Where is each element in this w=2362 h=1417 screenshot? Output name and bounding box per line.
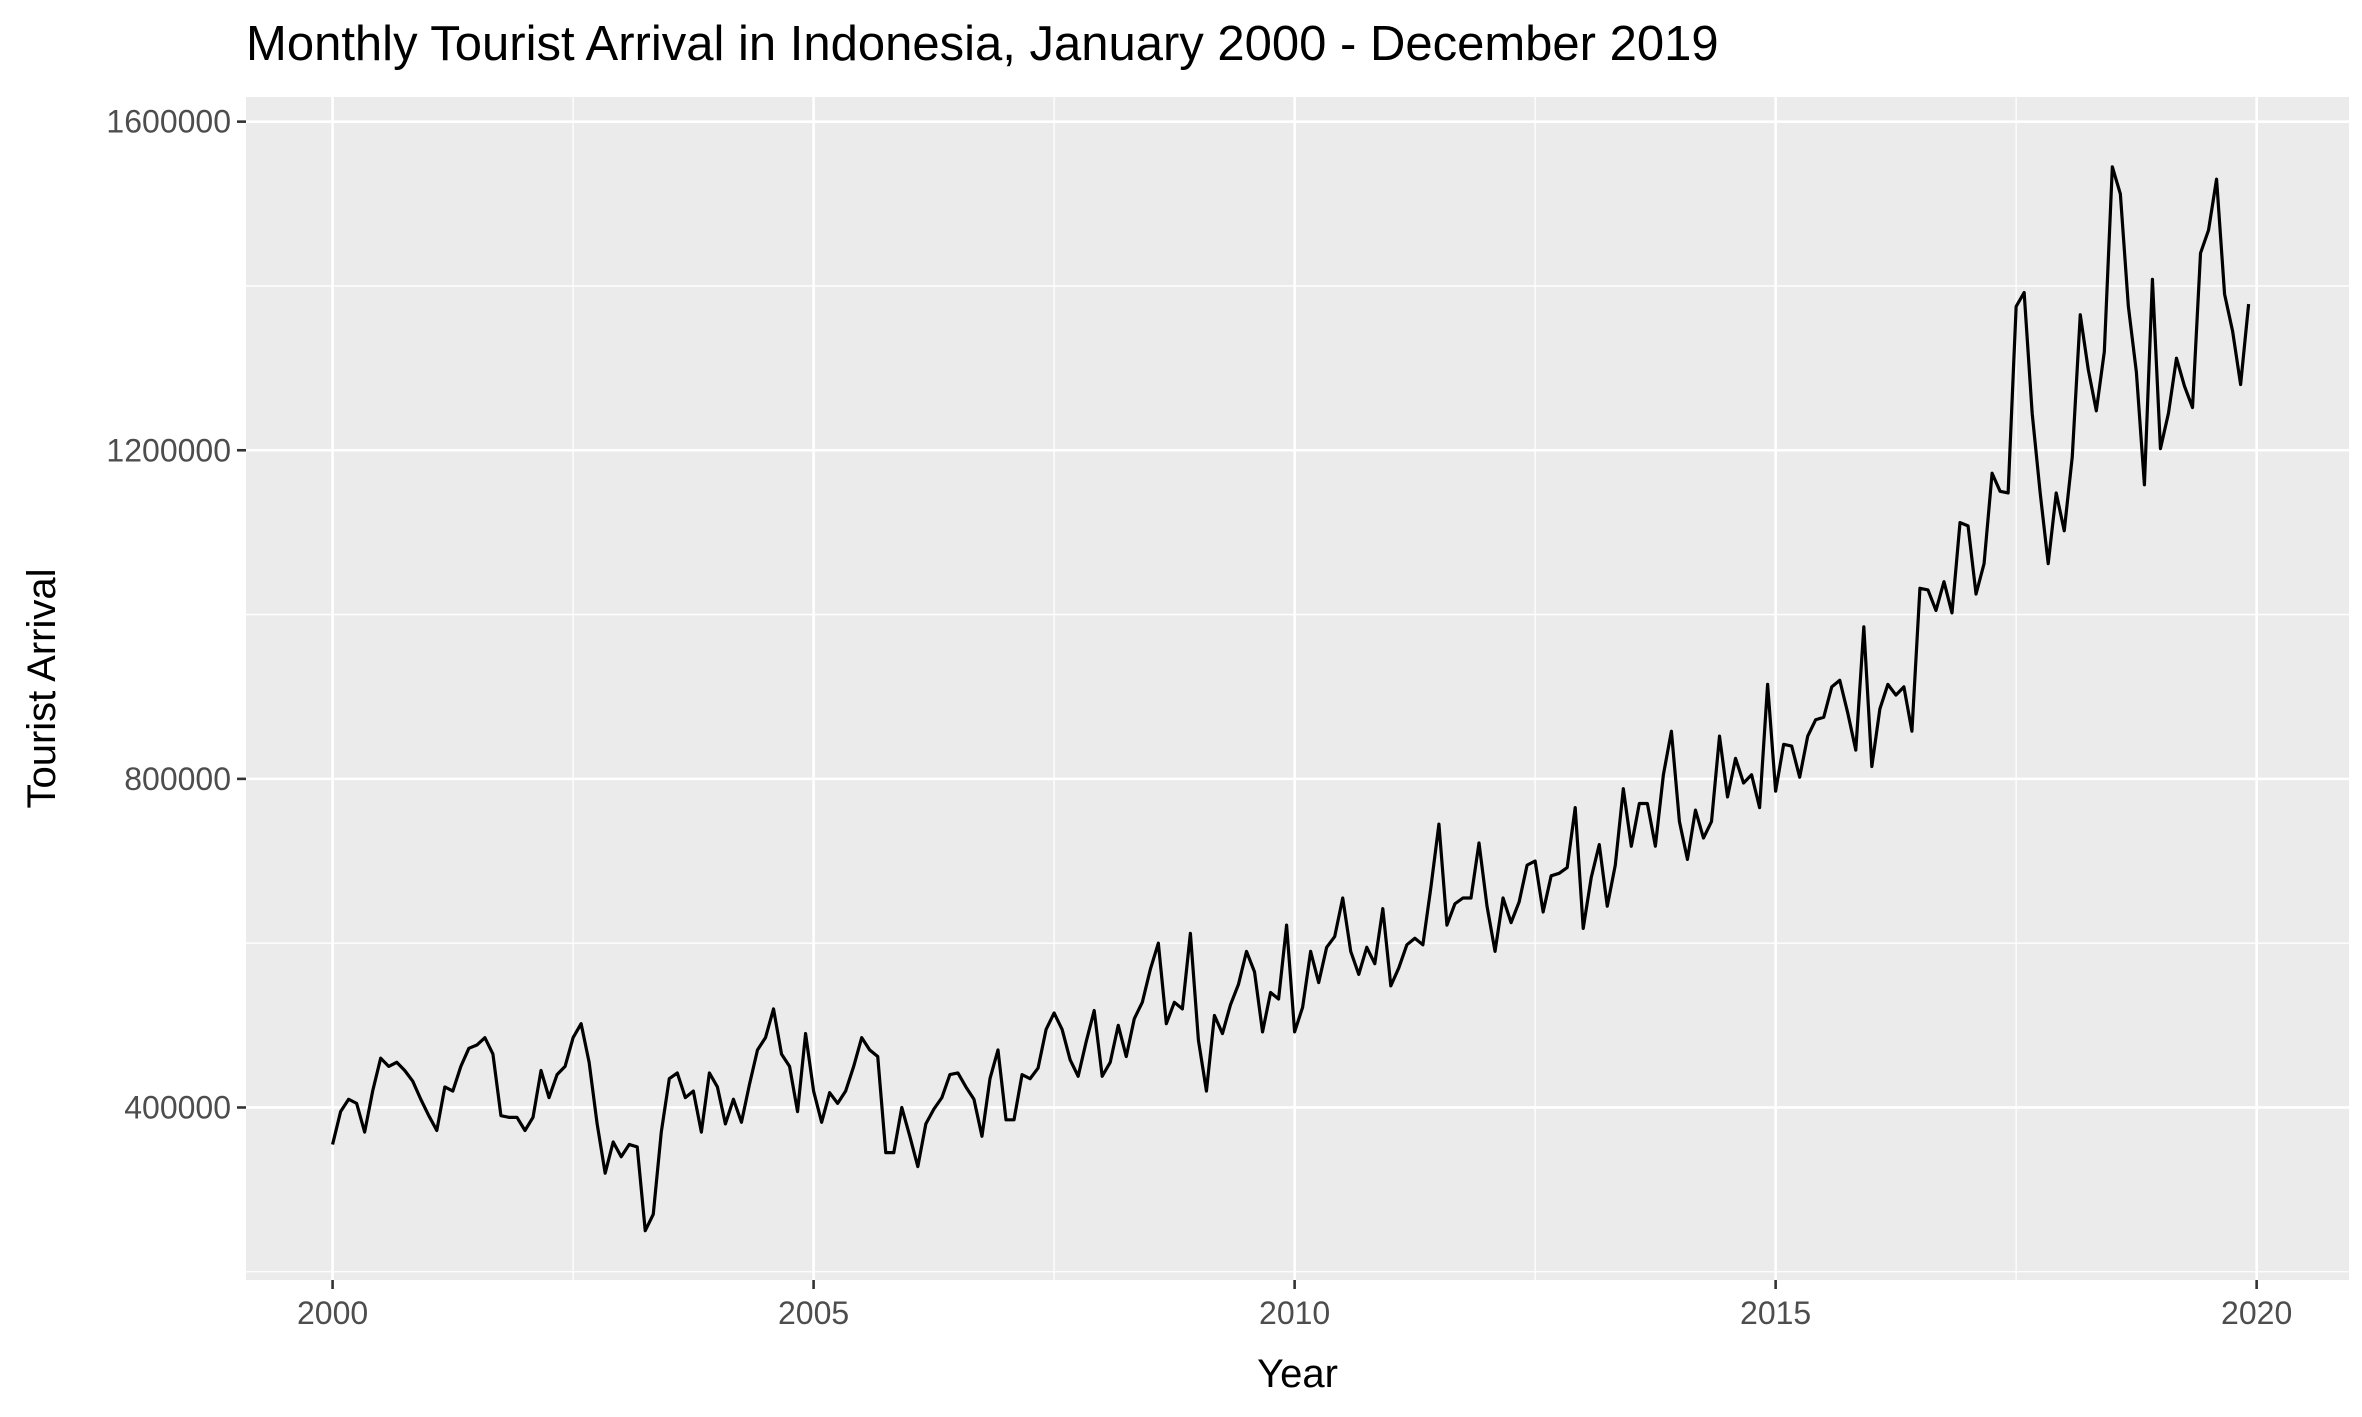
- series-line-tourist-arrival: [331, 165, 2251, 1233]
- x-tick-label: 2015: [1740, 1295, 1811, 1331]
- plot-background: [246, 97, 2349, 1280]
- x-tick-label: 2005: [778, 1295, 849, 1331]
- y-tick-label: 1600000: [106, 104, 231, 140]
- y-axis-title: Tourist Arrival: [20, 568, 64, 808]
- y-axis: 400000 800000 1200000 1600000: [106, 104, 246, 1125]
- x-tick-label: 2020: [2221, 1295, 2292, 1331]
- x-tick-label: 2010: [1259, 1295, 1330, 1331]
- y-tick-label: 800000: [124, 761, 231, 797]
- chart-title: Monthly Tourist Arrival in Indonesia, Ja…: [246, 17, 1719, 71]
- y-tick-label: 1200000: [106, 432, 231, 468]
- x-axis-title: Year: [1257, 1352, 1338, 1396]
- plot-panel: [246, 97, 2349, 1280]
- x-axis: 2000 2005 2010 2015 2020: [297, 1280, 2292, 1331]
- x-tick-label: 2000: [297, 1295, 368, 1331]
- minor-gridlines: [246, 97, 2349, 1280]
- y-tick-label: 400000: [124, 1089, 231, 1125]
